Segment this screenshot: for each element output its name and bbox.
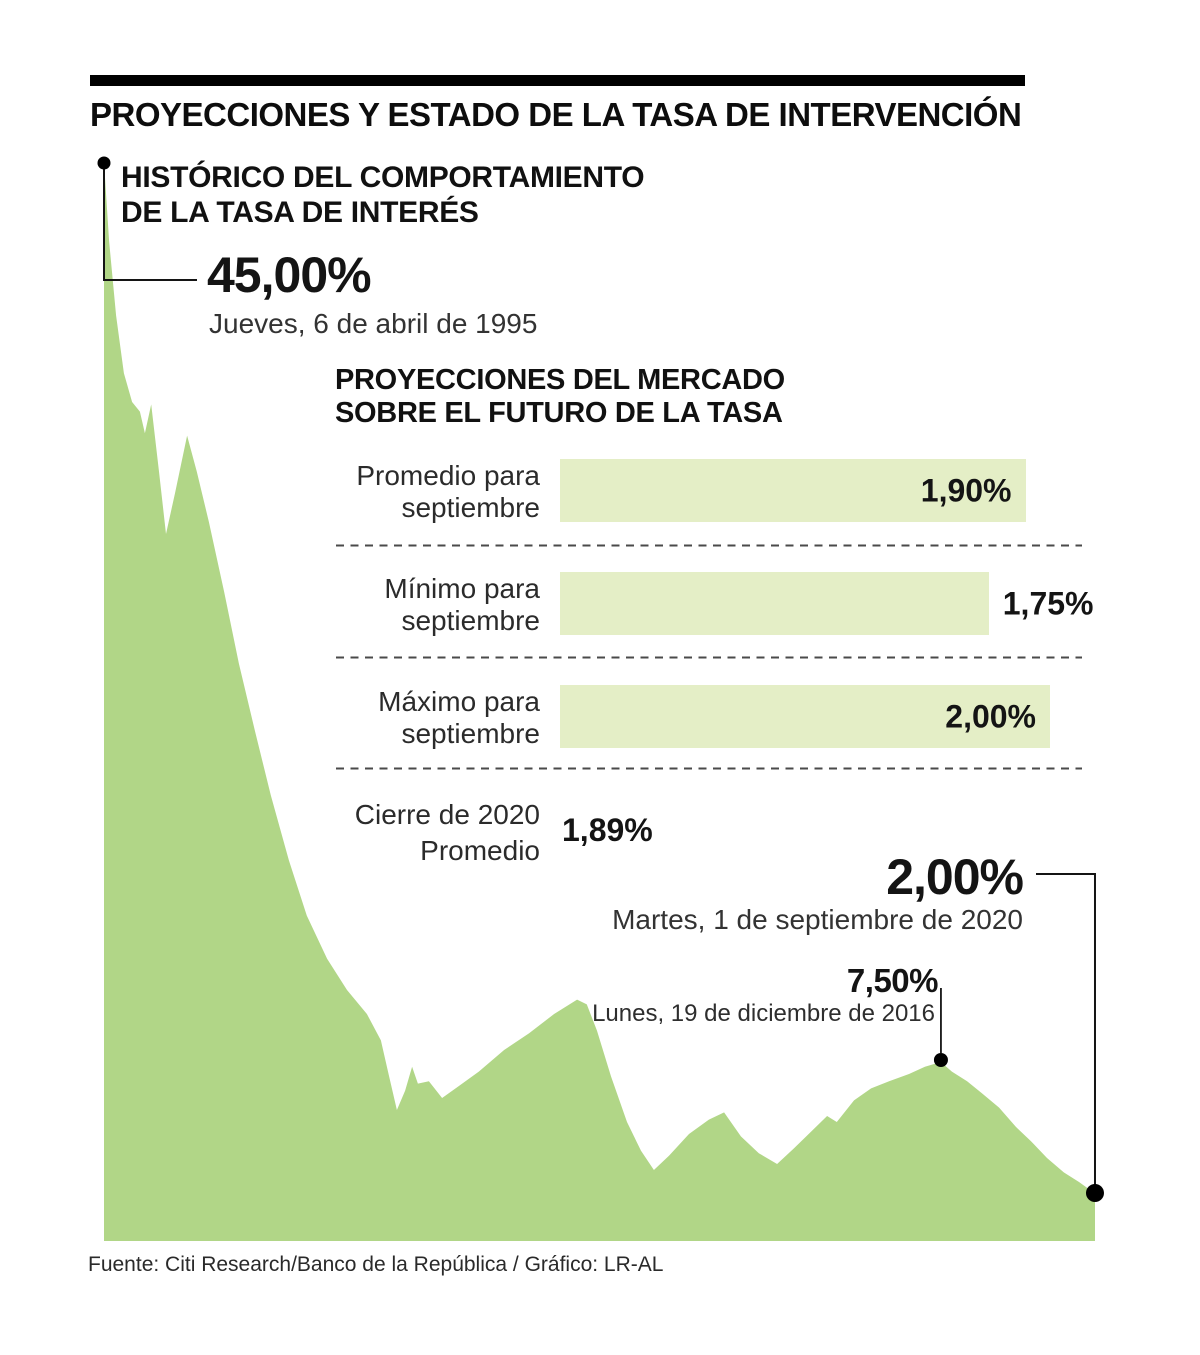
top-black-bar [90, 75, 1025, 86]
bar-label-line1: Mínimo para [384, 573, 540, 604]
point-marker [933, 1053, 948, 1067]
page-title: PROYECCIONES Y ESTADO DE LA TASA DE INTE… [90, 96, 1022, 133]
peak-1995-date: Jueves, 6 de abril de 1995 [209, 308, 538, 339]
bar-value: 1,90% [920, 472, 1012, 508]
callout-line [103, 168, 197, 281]
projections-heading: PROYECCIONES DEL MERCADO SOBRE EL FUTURO… [335, 364, 785, 430]
close-2020-label: Cierre de 2020 Promedio [240, 797, 540, 869]
bar-label: Promedio para septiembre [240, 460, 540, 524]
point-marker [1085, 1184, 1104, 1202]
projection-bar-row: Mínimo para septiembre 1,75% [0, 572, 1200, 637]
bar: 1,75% [560, 572, 1093, 635]
current-2020-date: Martes, 1 de septiembre de 2020 [612, 904, 1023, 935]
projections-heading-line2: SOBRE EL FUTURO DE LA TASA [335, 397, 783, 429]
bar-label-line1: Promedio para [356, 460, 540, 491]
bar-label-line2: septiembre [401, 492, 540, 523]
close-2020-label-line2: Promedio [420, 835, 540, 866]
callout-lines-and-markers [97, 156, 1104, 1202]
history-heading-line2: DE LA TASA DE INTERÉS [121, 196, 479, 229]
bar-value: 2,00% [945, 698, 1036, 734]
point-marker [97, 156, 111, 170]
bar-label: Máximo para septiembre [240, 686, 540, 750]
bar-label-line2: septiembre [401, 718, 540, 749]
peak-1995-value: 45,00% [207, 247, 372, 303]
bar-value: 1,75% [1002, 585, 1094, 621]
source-credit: Fuente: Citi Research/Banco de la Repúbl… [88, 1253, 664, 1276]
bar-label: Mínimo para septiembre [240, 573, 540, 637]
callout-line [1036, 873, 1096, 1186]
projection-bar-row: Promedio para septiembre 1,90% [0, 459, 1200, 524]
history-heading-line1: HISTÓRICO DEL COMPORTAMIENTO [121, 161, 645, 194]
close-2020-value: 1,89% [562, 812, 653, 848]
peak-2016-date: Lunes, 19 de diciembre de 2016 [592, 1000, 935, 1027]
area-series [104, 162, 1095, 1241]
projection-bar-row: Máximo para septiembre 2,00% [0, 685, 1200, 750]
bar: 1,90% [560, 459, 1026, 522]
bar-label-line1: Máximo para [378, 686, 540, 717]
projections-heading-line1: PROYECCIONES DEL MERCADO [335, 364, 785, 396]
close-2020-label-line1: Cierre de 2020 [354, 799, 540, 830]
bar-label-line2: septiembre [401, 605, 540, 636]
current-2020-value: 2,00% [886, 849, 1024, 905]
peak-2016-value: 7,50% [846, 962, 939, 999]
history-heading: HISTÓRICO DEL COMPORTAMIENTO DE LA TASA … [121, 160, 645, 230]
bar: 2,00% [560, 685, 1050, 748]
